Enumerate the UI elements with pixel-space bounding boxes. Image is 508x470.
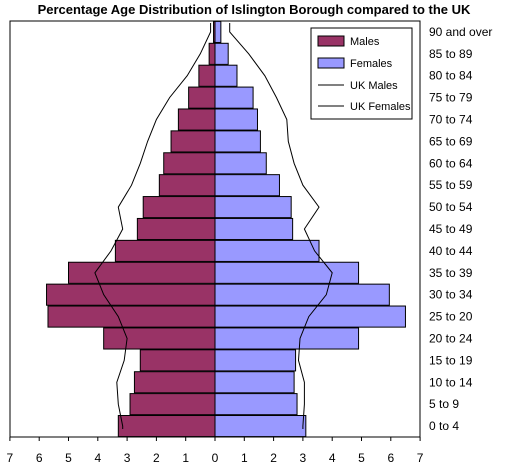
females-bar	[214, 283, 390, 306]
x-tick-label: 0	[212, 451, 219, 465]
females-bar	[214, 20, 222, 43]
females-bar	[214, 261, 360, 284]
legend-label-males: Males	[350, 36, 380, 48]
age-band-label: 25 to 20	[429, 310, 473, 324]
age-band-label: 20 to 24	[429, 332, 473, 346]
x-tick-label: 4	[94, 451, 101, 465]
age-band-label: 85 to 89	[429, 47, 473, 61]
age-band-label: 90 and over	[429, 25, 492, 39]
uk-males-line	[94, 23, 212, 429]
males-bar	[170, 130, 216, 153]
males-bar	[177, 108, 216, 131]
age-band-label: 45 to 49	[429, 222, 473, 236]
legend-label-uk-males: UK Males	[350, 80, 398, 92]
females-bar	[214, 327, 360, 350]
legend-label-females: Females	[350, 58, 393, 70]
females-bar	[214, 393, 298, 416]
x-tick-label: 3	[124, 451, 131, 465]
males-bar	[133, 371, 216, 394]
age-band-label: 60 to 64	[429, 156, 473, 170]
x-tick-label: 1	[182, 451, 189, 465]
males-bar	[139, 349, 216, 372]
males-bar	[47, 305, 216, 328]
age-band-label: 5 to 9	[429, 397, 459, 411]
females-bar	[214, 86, 254, 109]
uk-lines-layer	[94, 23, 333, 429]
males-bar	[208, 42, 216, 65]
age-band-label: 80 to 84	[429, 69, 473, 83]
age-band-label: 70 to 74	[429, 113, 473, 127]
females-bar	[214, 371, 295, 394]
bars-layer	[46, 20, 406, 438]
males-bar	[142, 196, 216, 219]
males-bar	[163, 152, 216, 175]
x-tick-label: 1	[241, 451, 248, 465]
legend: Males Females UK Males UK Females	[310, 27, 413, 120]
females-bar	[214, 239, 320, 262]
males-bar	[158, 174, 216, 197]
x-tick-label: 7	[417, 451, 424, 465]
x-tick-label: 5	[65, 451, 72, 465]
legend-label-uk-females: UK Females	[350, 101, 411, 113]
age-band-label: 75 to 79	[429, 91, 473, 105]
age-band-label: 0 to 4	[429, 419, 459, 433]
females-bar	[214, 305, 406, 328]
age-band-label: 15 to 19	[429, 353, 473, 367]
females-bar	[214, 64, 238, 87]
x-tick-label: 3	[300, 451, 307, 465]
males-bar	[46, 283, 216, 306]
age-band-label: 55 to 59	[429, 178, 473, 192]
females-bar	[214, 108, 258, 131]
x-tick-label: 2	[270, 451, 277, 465]
x-tick-label: 6	[387, 451, 394, 465]
males-bar	[136, 217, 216, 241]
males-bar	[68, 261, 216, 284]
legend-swatch-females	[317, 57, 345, 69]
females-bar	[214, 196, 292, 219]
females-bar	[214, 130, 261, 153]
x-tick-label: 2	[153, 451, 160, 465]
chart-title: Percentage Age Distribution of Islington…	[37, 2, 471, 17]
age-band-label: 50 to 54	[429, 200, 473, 214]
uk-females-line	[229, 23, 333, 429]
legend-swatch-males	[317, 35, 345, 47]
males-bar	[129, 393, 216, 416]
males-bar	[103, 327, 216, 350]
x-tick-label: 5	[358, 451, 365, 465]
females-bar	[214, 152, 267, 175]
females-bar	[214, 415, 307, 438]
females-bar	[214, 349, 297, 372]
age-band-label: 65 to 69	[429, 134, 473, 148]
age-band-label: 35 to 39	[429, 266, 473, 280]
females-bar	[214, 217, 294, 241]
x-tick-label: 7	[7, 451, 14, 465]
females-bar	[214, 42, 229, 65]
females-bar	[214, 174, 280, 197]
males-bar	[117, 415, 216, 438]
age-band-label: 30 to 34	[429, 288, 473, 302]
x-tick-label: 4	[329, 451, 336, 465]
males-bar	[198, 64, 216, 87]
x-tick-label: 6	[36, 451, 43, 465]
males-bar	[188, 86, 216, 109]
x-axis: 7 6 5 4 3 2 1 0 1 2 3 4 5 6 7	[7, 437, 424, 465]
y-axis-labels: 0 to 4 5 to 9 10 to 14 15 to 19 20 to 24 25 t…	[429, 25, 492, 433]
males-bar	[114, 239, 216, 262]
age-band-label: 40 to 44	[429, 244, 473, 258]
age-band-label: 10 to 14	[429, 375, 473, 389]
